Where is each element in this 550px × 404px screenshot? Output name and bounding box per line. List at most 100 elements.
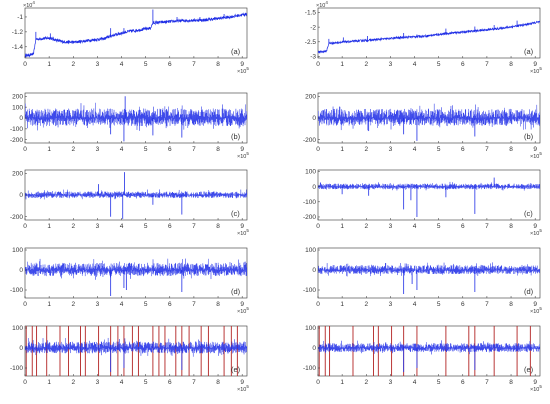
x-tick-label: 6 [461, 223, 465, 230]
x-tick-label: 1 [340, 61, 344, 68]
panel-label: (b) [524, 132, 534, 141]
y-tick-label: -100 [10, 287, 23, 294]
x-tick-label: 9 [533, 301, 537, 308]
x-tick-label: 9 [240, 61, 244, 68]
x-tick-label: 9 [240, 301, 244, 308]
x-tick-label: 7 [485, 379, 489, 386]
x-tick-label: 0 [23, 379, 27, 386]
x-tick-label: 2 [71, 61, 75, 68]
panel-label: (e) [524, 365, 534, 374]
x-tick-label: 3 [96, 301, 100, 308]
x-tick-label: 8 [216, 379, 220, 386]
y-tick-label: 0 [312, 115, 316, 122]
x-tick-label: 6 [168, 61, 172, 68]
y-tick-label: -100 [303, 199, 316, 206]
x-tick-label: 5 [144, 146, 148, 153]
x-tick-label: 8 [216, 223, 220, 230]
x-tick-label: 7 [485, 146, 489, 153]
x-tick-label: 3 [389, 61, 393, 68]
x-tick-label: 4 [120, 379, 124, 386]
x-exponent-label: ×105 [237, 384, 249, 393]
x-tick-label: 7 [485, 61, 489, 68]
x-exponent-label: ×105 [530, 228, 542, 237]
x-tick-label: 0 [23, 223, 27, 230]
x-tick-label: 4 [413, 61, 417, 68]
x-tick-label: 1 [47, 61, 51, 68]
x-tick-label: 3 [96, 61, 100, 68]
y-tick-label: 0 [19, 267, 23, 274]
signal-line [318, 340, 540, 355]
x-exponent-label: ×105 [530, 384, 542, 393]
x-exponent-label: ×105 [237, 66, 249, 75]
panel-label: (c) [524, 209, 533, 218]
x-tick-label: 3 [96, 379, 100, 386]
y-tick-label: -200 [303, 137, 316, 144]
signal-line [25, 102, 247, 131]
y-tick-label: -1.5 [305, 10, 317, 17]
y-tick-label: -200 [10, 137, 23, 144]
x-tick-label: 1 [47, 223, 51, 230]
x-tick-label: 1 [340, 146, 344, 153]
y-tick-label: -3 [310, 54, 316, 61]
signal-line [318, 20, 540, 54]
x-tick-label: 1 [47, 301, 51, 308]
plot-frame [317, 325, 541, 377]
y-tick-label: -1.2 [12, 29, 24, 36]
x-tick-label: 6 [461, 61, 465, 68]
x-tick-label: 6 [168, 301, 172, 308]
panel-left-a: 0 1 2 3 4 5 6 7 8 9 -1 -1.2 -1.4 ×105 ×104 (a) [12, 0, 250, 75]
x-tick-label: 6 [461, 379, 465, 386]
plot-frame [24, 7, 248, 59]
signal-line [318, 103, 540, 131]
x-tick-label: 5 [144, 379, 148, 386]
x-tick-label: 7 [192, 379, 196, 386]
x-tick-label: 8 [216, 146, 220, 153]
x-tick-label: 4 [413, 146, 417, 153]
x-tick-label: 8 [509, 223, 513, 230]
x-tick-label: 6 [168, 223, 172, 230]
x-tick-label: 7 [485, 223, 489, 230]
x-tick-label: 7 [192, 61, 196, 68]
y-tick-label: 200 [305, 93, 316, 100]
x-tick-label: 9 [533, 61, 537, 68]
x-tick-label: 2 [364, 61, 368, 68]
x-tick-label: 4 [120, 61, 124, 68]
x-tick-label: 9 [533, 379, 537, 386]
x-tick-label: 9 [240, 146, 244, 153]
x-tick-label: 2 [71, 223, 75, 230]
panel-label: (d) [524, 287, 534, 296]
panel-left-b: 0 1 2 3 4 5 6 7 8 9 200 100 0 -100 -200 ×105 (b) [10, 92, 249, 160]
y-tick-label: 100 [305, 325, 316, 332]
x-tick-label: 1 [340, 379, 344, 386]
y-tick-label: 0 [19, 115, 23, 122]
x-tick-label: 2 [364, 223, 368, 230]
signal-line [25, 189, 247, 200]
x-tick-label: 4 [120, 301, 124, 308]
x-exponent-label: ×105 [530, 151, 542, 160]
y-tick-label: -200 [303, 214, 316, 221]
x-tick-label: 5 [437, 61, 441, 68]
signal-line [25, 337, 247, 357]
x-tick-label: 0 [316, 379, 320, 386]
x-tick-label: 8 [509, 301, 513, 308]
y-tick-label: -1.4 [12, 44, 24, 51]
x-exponent-label: ×105 [237, 306, 249, 315]
x-tick-label: 3 [96, 146, 100, 153]
x-exponent-label: ×105 [237, 151, 249, 160]
signal-line [318, 262, 540, 277]
signal-line [25, 258, 247, 280]
x-tick-label: 3 [389, 146, 393, 153]
y-tick-label: 0 [312, 267, 316, 274]
y-tick-label: 100 [12, 104, 23, 111]
x-tick-label: 8 [509, 61, 513, 68]
x-tick-label: 2 [364, 301, 368, 308]
x-tick-label: 4 [413, 379, 417, 386]
x-tick-label: 5 [437, 146, 441, 153]
y-tick-label: 100 [305, 169, 316, 176]
x-tick-label: 4 [413, 223, 417, 230]
x-tick-label: 5 [144, 223, 148, 230]
